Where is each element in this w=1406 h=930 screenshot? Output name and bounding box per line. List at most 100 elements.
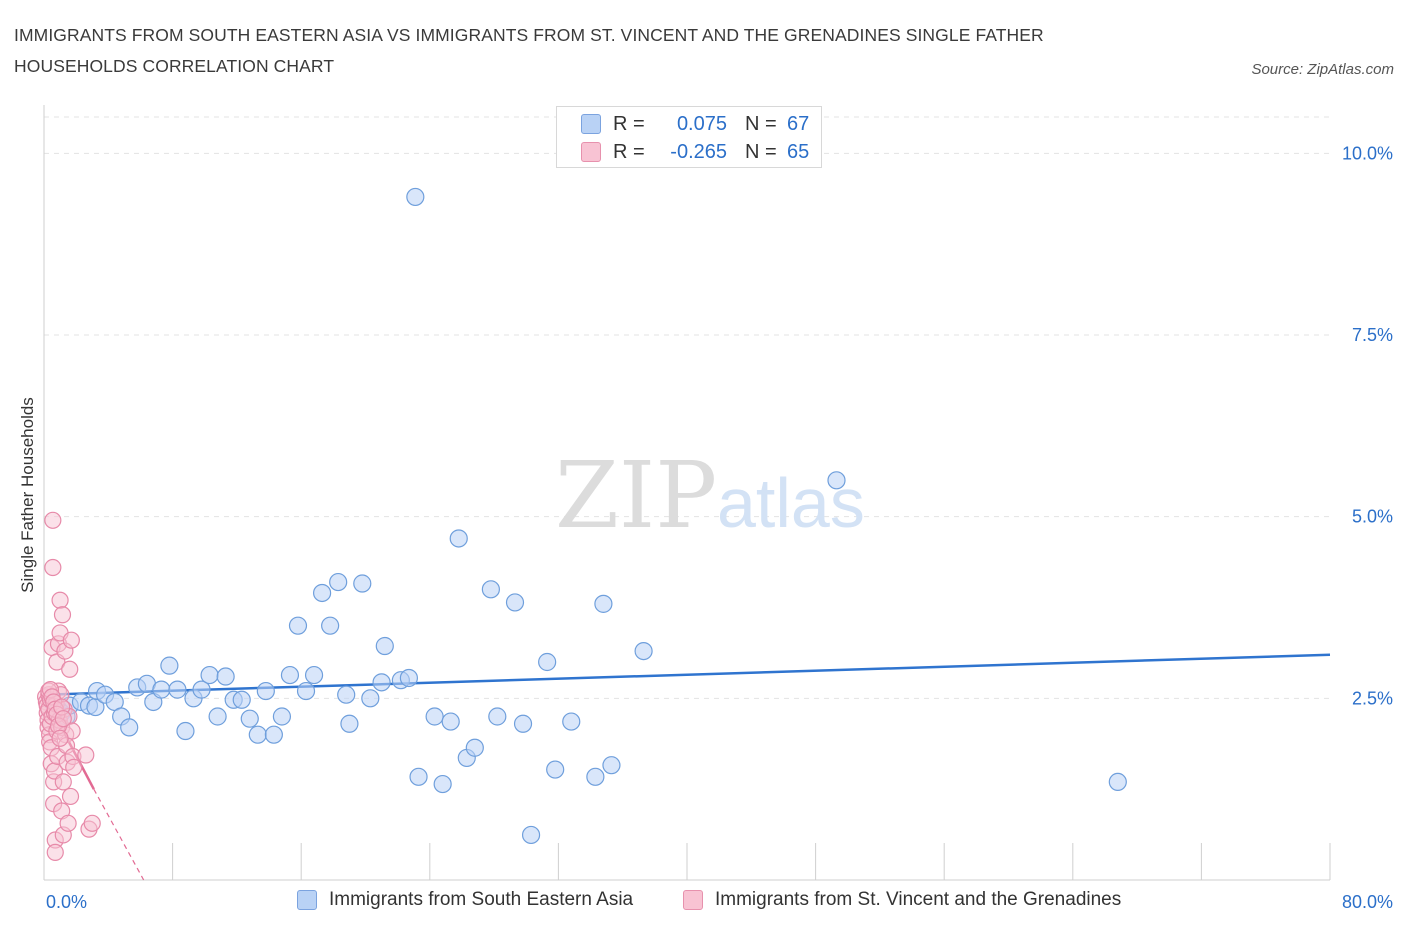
point-south-eastern-asia: [441, 712, 460, 731]
point-south-eastern-asia: [208, 707, 227, 726]
point-south-eastern-asia: [634, 641, 653, 661]
legend-row-blue: R = 0.075 N = 67: [581, 112, 809, 136]
point-south-eastern-asia: [375, 636, 394, 656]
point-st-vincent: [83, 814, 101, 832]
legend-swatch-blue: [581, 114, 601, 134]
point-south-eastern-asia: [329, 572, 348, 592]
point-south-eastern-asia: [586, 767, 605, 786]
point-south-eastern-asia: [399, 668, 419, 688]
series-legend-item-blue: Immigrants from South Eastern Asia: [297, 889, 633, 911]
legend-r-value-blue: 0.075: [676, 112, 727, 135]
point-south-eastern-asia: [562, 712, 581, 731]
point-south-eastern-asia: [192, 680, 211, 699]
series-label-blue: Immigrants from South Eastern Asia: [329, 889, 634, 910]
correlation-legend: R = 0.075 N = 67 R = -0.265 N = 65: [556, 106, 822, 168]
legend-n-value-blue: 67: [787, 112, 810, 135]
point-south-eastern-asia: [272, 707, 292, 726]
point-south-eastern-asia: [406, 187, 425, 207]
trend-line-st-vincent-extension: [93, 788, 145, 881]
tick-labels: 2.5% 5.0% 7.5% 10.0% 0.0% 80.0%: [46, 143, 1393, 912]
point-st-vincent: [51, 729, 69, 747]
gridlines: [44, 116, 1330, 699]
point-south-eastern-asia: [321, 616, 340, 635]
point-south-eastern-asia: [546, 760, 565, 779]
point-south-eastern-asia: [240, 709, 259, 728]
series-legend: Immigrants from South Eastern Asia Immig…: [0, 889, 1406, 915]
point-south-eastern-asia: [248, 725, 267, 744]
point-south-eastern-asia: [200, 665, 219, 685]
point-south-eastern-asia: [513, 714, 533, 733]
legend-n-label: N =: [745, 112, 777, 135]
point-south-eastern-asia: [256, 681, 275, 701]
point-south-eastern-asia: [120, 718, 139, 737]
point-south-eastern-asia: [160, 656, 179, 675]
point-south-eastern-asia: [481, 580, 500, 599]
point-st-vincent: [61, 787, 80, 806]
point-st-vincent: [53, 606, 72, 624]
point-south-eastern-asia: [304, 665, 324, 685]
point-st-vincent: [77, 746, 95, 764]
y-axis-label: Single Father Households: [18, 397, 37, 593]
point-south-eastern-asia: [337, 685, 356, 704]
point-south-eastern-asia: [340, 714, 359, 733]
point-south-eastern-asia: [296, 681, 316, 701]
series-swatch-pink: [683, 890, 703, 910]
point-south-eastern-asia: [602, 756, 621, 775]
chart-title: IMMIGRANTS FROM SOUTH EASTERN ASIA VS IM…: [14, 25, 1044, 76]
point-south-eastern-asia: [409, 767, 428, 786]
watermark: ZIP atlas: [555, 442, 865, 549]
point-south-eastern-asia: [449, 529, 468, 548]
y-tick-label: 2.5%: [1352, 688, 1393, 708]
point-south-eastern-asia: [425, 707, 444, 726]
point-st-vincent: [44, 511, 62, 529]
point-south-eastern-asia: [433, 774, 452, 794]
point-st-vincent: [54, 710, 72, 728]
point-south-eastern-asia: [232, 690, 251, 709]
y-tick-label: 5.0%: [1352, 507, 1393, 527]
legend-r-label: R =: [613, 112, 645, 135]
point-south-eastern-asia: [1108, 772, 1127, 792]
x-tick-label-min: 0.0%: [46, 892, 87, 912]
point-south-eastern-asia: [594, 594, 613, 613]
legend-swatch-pink: [581, 142, 601, 162]
axes: [43, 105, 1331, 881]
point-south-eastern-asia: [176, 721, 195, 741]
point-st-vincent: [51, 591, 69, 609]
legend-r-value-pink: -0.265: [670, 140, 727, 163]
point-south-eastern-asia: [465, 738, 484, 757]
trend-line-south-eastern-asia: [43, 653, 1331, 696]
point-st-vincent: [59, 814, 77, 832]
data-points: [37, 187, 1127, 861]
y-tick-label: 10.0%: [1342, 143, 1393, 163]
point-south-eastern-asia: [361, 689, 380, 708]
series-swatch-blue: [297, 890, 317, 910]
y-tick-label: 7.5%: [1352, 325, 1393, 345]
point-st-vincent: [65, 758, 83, 776]
point-south-eastern-asia: [168, 680, 187, 699]
point-st-vincent: [61, 660, 79, 678]
point-south-eastern-asia: [372, 673, 391, 692]
point-south-eastern-asia: [488, 707, 507, 726]
point-st-vincent: [44, 558, 62, 577]
point-south-eastern-asia: [521, 825, 541, 845]
point-st-vincent: [46, 843, 64, 861]
point-south-eastern-asia: [312, 583, 332, 603]
point-south-eastern-asia: [288, 616, 308, 635]
series-label-pink: Immigrants from St. Vincent and the Gren…: [715, 889, 1122, 910]
point-south-eastern-asia: [353, 574, 372, 593]
watermark-zip: ZIP: [555, 442, 717, 549]
point-south-eastern-asia: [538, 652, 557, 672]
point-south-eastern-asia: [216, 667, 235, 686]
point-st-vincent: [54, 773, 72, 791]
point-south-eastern-asia: [827, 471, 846, 490]
legend-n-value-pink: 65: [787, 140, 810, 163]
point-south-eastern-asia: [264, 725, 283, 744]
legend-r-label: R =: [613, 140, 645, 163]
legend-n-label: N =: [745, 140, 777, 163]
source-label: Source: ZipAtlas.com: [1251, 61, 1394, 78]
legend-row-pink: R = -0.265 N = 65: [581, 140, 809, 164]
series-legend-item-pink: Immigrants from St. Vincent and the Gren…: [683, 889, 1121, 911]
point-st-vincent: [62, 631, 80, 649]
point-south-eastern-asia: [152, 680, 171, 699]
